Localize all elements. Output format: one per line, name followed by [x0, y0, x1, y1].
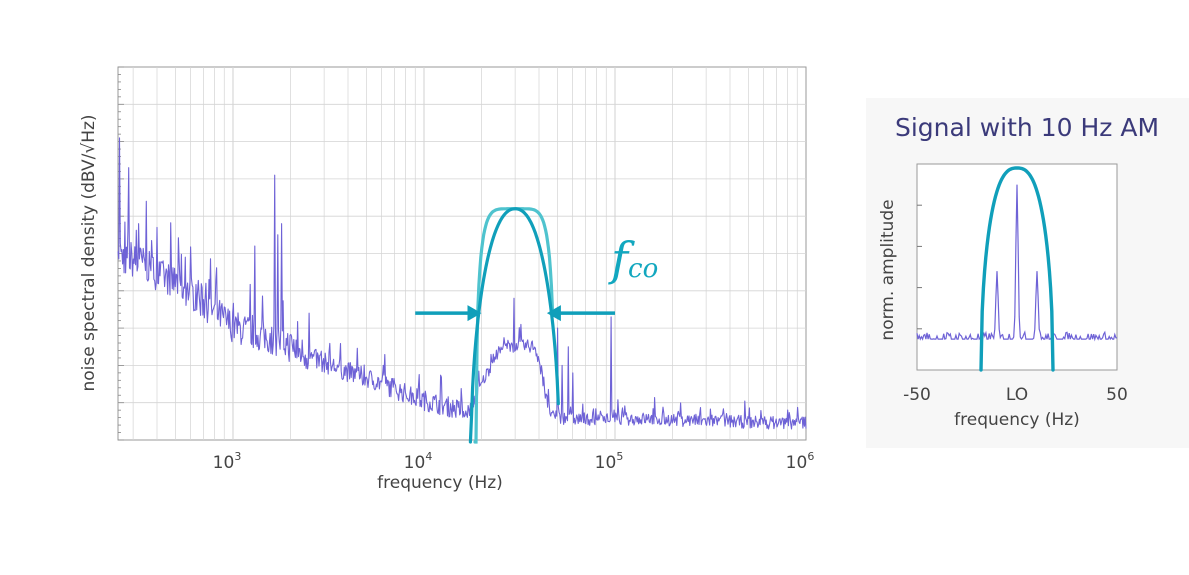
x-tick-base: 10 — [213, 453, 235, 473]
side-x-tick-label: -50 — [903, 385, 931, 405]
side-x-tick-labels: -50 LO 50 — [903, 385, 1128, 405]
side-x-tick-label: LO — [1006, 385, 1028, 405]
am-signal-line — [916, 184, 1118, 342]
x-tick-label: 106 — [786, 450, 815, 473]
side-y-ticks — [917, 204, 922, 330]
filter-curves — [468, 207, 560, 444]
side-x-axis-title: frequency (Hz) — [954, 410, 1080, 430]
cutoff-frequency-subscript: co — [628, 254, 658, 284]
main-x-tick-labels: 103 104 105 106 — [213, 450, 815, 473]
x-tick-exponent: 6 — [807, 450, 814, 463]
am-signal-chart: Signal with 10 Hz AM -50 LO 50 frequency (… — [866, 98, 1189, 448]
x-tick-label: 105 — [595, 450, 624, 473]
side-filter-curve — [979, 166, 1055, 372]
main-y-axis-title: noise spectral density (dBV/√Hz) — [79, 114, 99, 391]
noise-spectrum-chart: 103 104 105 106 frequency (Hz) noise spectr… — [79, 66, 815, 493]
passband-curve — [979, 166, 1055, 372]
x-tick-label: 103 — [213, 450, 242, 473]
side-chart-title: Signal with 10 Hz AM — [895, 113, 1159, 142]
filter-curve — [468, 207, 560, 444]
cutoff-arrows — [415, 305, 615, 322]
x-tick-base: 10 — [786, 453, 808, 473]
main-x-axis-title: frequency (Hz) — [377, 473, 503, 493]
side-y-axis-title: norm. amplitude — [878, 199, 898, 340]
noise-line — [117, 137, 807, 430]
x-tick-exponent: 3 — [234, 450, 241, 463]
x-tick-label: 104 — [404, 450, 433, 473]
arrow-head — [467, 305, 482, 322]
side-x-tick-label: 50 — [1106, 385, 1128, 405]
noise-series — [117, 137, 807, 430]
x-tick-exponent: 4 — [425, 450, 432, 463]
arrow-head — [546, 305, 561, 322]
am-signal-series — [916, 184, 1118, 342]
x-tick-exponent: 5 — [616, 450, 623, 463]
x-tick-base: 10 — [595, 453, 617, 473]
x-tick-base: 10 — [404, 453, 426, 473]
